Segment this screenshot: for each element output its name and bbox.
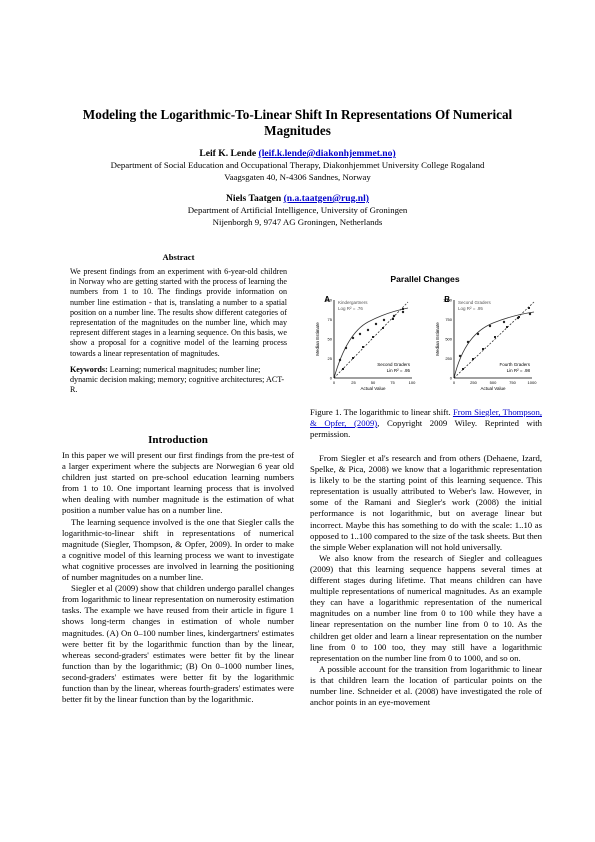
- x-axis-label: Actual Value: [481, 386, 506, 391]
- y-tick-label: 50: [328, 337, 333, 342]
- affiliation: Nijenborgh 9, 9747 AG Groningen, Netherl…: [212, 216, 383, 227]
- author-name: Leif K. Lende: [199, 148, 257, 159]
- fit-label: Log R² = .76: [338, 306, 363, 311]
- group-label: Fourth Graders: [499, 362, 530, 367]
- panel-letter: B: [444, 295, 450, 304]
- author-line: Leif K. Lende (leif.k.lende@diakonhjemme…: [40, 148, 555, 160]
- fit-label: Lin R² = .98: [507, 368, 531, 373]
- author-name: Niels Taatgen: [225, 193, 282, 204]
- author-email[interactable]: (n.a.taatgen@rug.nl): [283, 193, 369, 204]
- author-line: Niels Taatgen (n.a.taatgen@rug.nl): [40, 193, 555, 205]
- group-label: Second Graders: [458, 300, 492, 305]
- y-tick-label: 500: [445, 337, 452, 342]
- panel-letter: A: [324, 295, 330, 304]
- abstract-heading: Abstract: [162, 252, 195, 262]
- group-label: Kindergartners: [338, 300, 368, 305]
- paragraph: From Siegler et al's research and from o…: [310, 453, 542, 552]
- y-tick-label: 75: [328, 317, 333, 322]
- keywords-text: Learning; numerical magnitudes; number l…: [70, 364, 285, 395]
- caption-text: , Copyright 2009 Wiley. Reprinted with p…: [310, 418, 542, 440]
- y-tick-label: 25: [328, 356, 333, 361]
- keywords: Keywords: Learning; numerical magnitudes…: [70, 365, 287, 396]
- x-tick-label: 50: [371, 380, 376, 385]
- paragraph: A possible account for the transition fr…: [310, 663, 542, 708]
- x-tick-label: 25: [351, 380, 356, 385]
- caption-link[interactable]: From Siegler, Thompson, & Opfer, (2009): [310, 407, 542, 429]
- y-tick-label: 100: [325, 298, 332, 303]
- y-axis-label: Median Estimate: [315, 322, 320, 356]
- author-block: Leif K. Lende (leif.k.lende@diakonhjemme…: [40, 148, 555, 228]
- figure-caption: Figure 1. The logarithmic to linear shif…: [310, 407, 542, 440]
- x-tick-label: 250: [470, 380, 477, 385]
- affiliation: Department of Artificial Intelligence, U…: [187, 205, 408, 215]
- x-tick-label: 0: [453, 380, 456, 385]
- x-tick-label: 100: [409, 380, 416, 385]
- left-column: In this paper we will present our first …: [62, 450, 294, 705]
- y-axis-label: Median Estimate: [435, 322, 440, 356]
- affiliation: Department of Social Education and Occup…: [110, 160, 485, 170]
- paragraph: The learning sequence involved is the on…: [62, 516, 294, 583]
- x-tick-label: 0: [333, 380, 336, 385]
- y-tick-label: 250: [445, 356, 452, 361]
- figure-title: Parallel Changes: [390, 274, 460, 284]
- abstract: Abstract We present findings from an exp…: [70, 252, 287, 395]
- right-column: From Siegler et al's research and from o…: [310, 453, 542, 708]
- x-tick-label: 750: [509, 380, 516, 385]
- caption-text: Figure 1. The logarithmic to linear shif…: [310, 407, 453, 417]
- x-axis-label: Actual Value: [361, 386, 386, 391]
- author-email[interactable]: (leif.k.lende@diakonhjemmet.no): [258, 148, 396, 159]
- x-tick-label: 500: [490, 380, 497, 385]
- title: Modeling the Logarithmic-To-Linear Shift…: [82, 107, 513, 138]
- fit-label: Log R² = .95: [458, 306, 483, 311]
- fit-label: Lin R² = .95: [387, 368, 411, 373]
- y-tick-label: 1000: [443, 298, 453, 303]
- y-tick-label: 0: [450, 376, 453, 381]
- section-heading: Introduction: [148, 434, 208, 446]
- paragraph: We also know from the research of Siegle…: [310, 552, 542, 663]
- abstract-text: We present findings from an experiment w…: [70, 267, 287, 358]
- x-tick-label: 75: [390, 380, 395, 385]
- paragraph: In this paper we will present our first …: [62, 450, 294, 516]
- y-tick-label: 0: [330, 376, 333, 381]
- paragraph: Siegler et al (2009) show that children …: [62, 583, 294, 705]
- y-tick-label: 750: [445, 317, 452, 322]
- keywords-label: Keywords:: [70, 364, 108, 374]
- x-tick-label: 1000: [528, 380, 538, 385]
- affiliation: Vaagsgaten 40, N-4306 Sandnes, Norway: [224, 171, 371, 182]
- group-label: Second Graders: [377, 362, 411, 367]
